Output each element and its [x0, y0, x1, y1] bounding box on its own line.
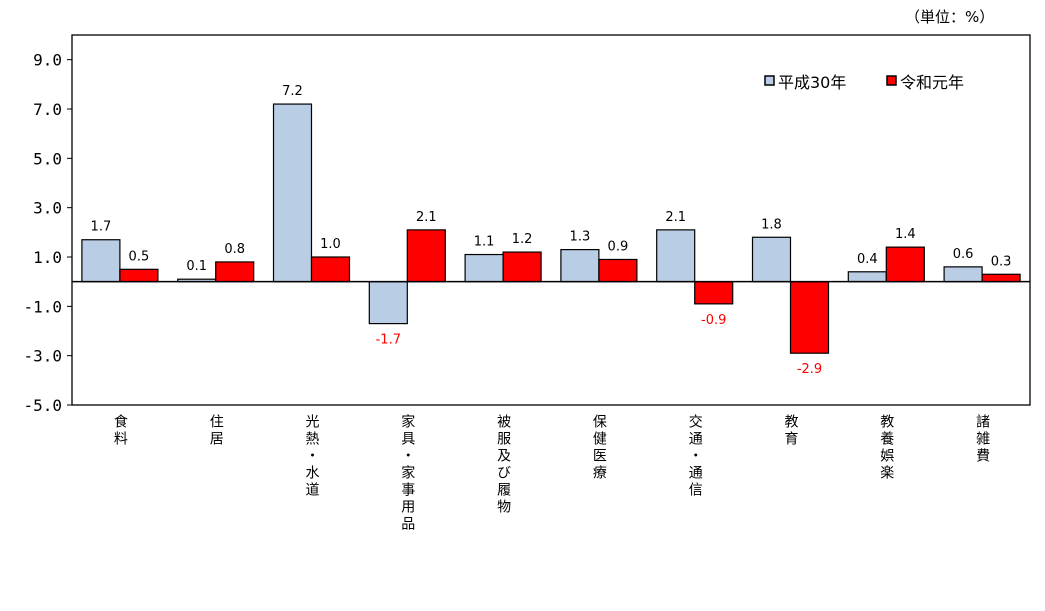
data-label: 2.1	[665, 210, 686, 225]
bar-reiwa1	[310, 256, 351, 283]
bar-reiwa1	[502, 251, 542, 283]
x-tick-label: 被服及び履物	[495, 414, 512, 516]
x-tick-label: 交通・通信	[686, 414, 703, 499]
unit-note: （単位：%）	[905, 8, 995, 26]
y-tick-label: -1.0	[23, 297, 62, 316]
data-label: 0.3	[991, 254, 1012, 269]
data-label: 0.6	[953, 247, 974, 262]
data-label: 1.8	[761, 217, 782, 232]
x-tick-label: 諸雑費	[974, 414, 991, 465]
bar-heisei30	[560, 249, 600, 283]
x-tick-label: 住居	[207, 414, 224, 448]
bar-heisei30	[464, 253, 504, 283]
bar-heisei30	[751, 236, 792, 283]
x-tick-label: 食料	[111, 414, 128, 448]
legend-swatch	[886, 75, 897, 86]
legend-swatch	[764, 75, 775, 86]
bar-reiwa1	[119, 268, 159, 283]
bar-heisei30	[943, 266, 983, 283]
y-tick-label: 9.0	[33, 51, 62, 70]
data-label: 0.4	[857, 252, 878, 267]
bar-reiwa1	[789, 281, 830, 354]
data-label: 1.7	[91, 220, 112, 235]
bar-reiwa1	[885, 246, 925, 283]
x-tick-label: 家具・家事用品	[399, 414, 416, 533]
bar-reiwa1	[981, 273, 1021, 283]
data-label: 7.2	[282, 84, 303, 99]
bar-heisei30	[81, 239, 121, 283]
y-tick-label: 1.0	[33, 248, 62, 267]
y-tick-label: -5.0	[23, 396, 62, 415]
data-label: 1.3	[570, 230, 591, 245]
data-label: -2.9	[797, 362, 822, 377]
bar-heisei30	[656, 229, 696, 283]
data-label: 0.9	[608, 239, 629, 254]
y-tick-label: 5.0	[33, 149, 62, 168]
data-label: 1.4	[895, 227, 916, 242]
data-label: 2.1	[416, 210, 437, 225]
x-tick-label: 教育	[782, 414, 799, 448]
bar-heisei30	[272, 103, 313, 283]
data-label: -1.7	[376, 333, 401, 348]
bar-reiwa1	[406, 229, 446, 283]
bar-heisei30	[847, 271, 887, 283]
legend-label: 令和元年	[900, 73, 964, 92]
legend-label: 平成30年	[778, 73, 846, 92]
data-label: -0.9	[701, 313, 726, 328]
y-tick-label: 3.0	[33, 199, 62, 218]
data-label: 0.1	[186, 259, 207, 274]
y-tick-label: 7.0	[33, 100, 62, 119]
bar-heisei30	[368, 281, 408, 325]
bar-reiwa1	[694, 281, 734, 305]
data-label: 1.1	[474, 235, 495, 250]
bar-reiwa1	[598, 258, 638, 283]
data-label: 1.2	[512, 232, 533, 247]
x-tick-label: 保健医療	[590, 414, 607, 482]
x-tick-label: 光熱・水道	[303, 414, 320, 499]
plot-area	[71, 34, 1031, 406]
data-label: 0.8	[224, 242, 245, 257]
data-label: 0.5	[129, 249, 150, 264]
bar-reiwa1	[215, 261, 255, 283]
y-tick-label: -3.0	[23, 347, 62, 366]
data-label: 1.0	[320, 237, 341, 252]
x-tick-label: 教養娯楽	[878, 414, 895, 482]
